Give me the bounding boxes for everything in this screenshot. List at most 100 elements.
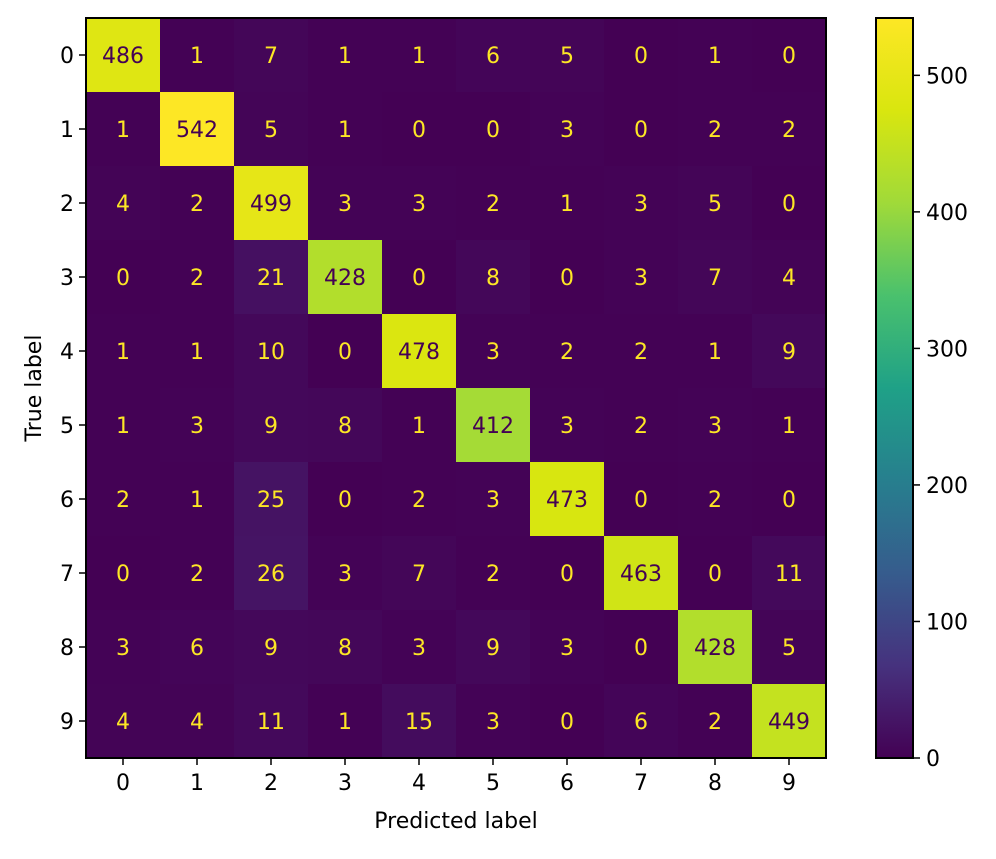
- heatmap-cell: [234, 462, 309, 537]
- y-axis-label: True label: [22, 335, 47, 443]
- cell-value-label: 6: [634, 710, 648, 735]
- heatmap-cell: [604, 166, 679, 241]
- heatmap-cell: [234, 18, 309, 93]
- heatmap-cell: [530, 240, 605, 315]
- x-tick-label: 0: [116, 771, 130, 796]
- heatmap-cell: [530, 462, 605, 537]
- heatmap-cell: [604, 388, 679, 463]
- heatmap-cell: [752, 314, 827, 389]
- heatmap-cell: [86, 240, 161, 315]
- heatmap-cell: [752, 684, 827, 759]
- cell-value-label: 5: [708, 192, 722, 217]
- heatmap-cell: [752, 610, 827, 685]
- cell-value-label: 0: [560, 710, 574, 735]
- heatmap-cell: [308, 92, 383, 167]
- cell-value-label: 2: [116, 488, 130, 513]
- cell-value-label: 15: [405, 710, 433, 735]
- heatmap-cell: [604, 314, 679, 389]
- x-tick-label: 8: [708, 771, 722, 796]
- cell-value-label: 542: [176, 118, 218, 143]
- heatmap-cell: [382, 462, 457, 537]
- cell-value-label: 4: [116, 710, 130, 735]
- cell-value-label: 1: [116, 414, 130, 439]
- cell-value-label: 1: [116, 118, 130, 143]
- y-tick-label: 1: [60, 118, 74, 143]
- heatmap-cell: [604, 462, 679, 537]
- heatmap-cell: [86, 684, 161, 759]
- cell-value-label: 11: [775, 562, 803, 587]
- colorbar-tick-label: 400: [926, 201, 968, 226]
- cell-value-label: 478: [398, 340, 440, 365]
- heatmap-cell: [382, 18, 457, 93]
- cell-value-label: 2: [486, 192, 500, 217]
- heatmap-cell: [160, 388, 235, 463]
- colorbar-tick-label: 300: [926, 337, 968, 362]
- x-tick-label: 5: [486, 771, 500, 796]
- cell-value-label: 1: [338, 118, 352, 143]
- y-axis-ticks: 0 1 2 3 4 5 6 7 8 9: [60, 44, 86, 735]
- colorbar-ticks: 0 100 200 300 400 500: [913, 64, 968, 772]
- y-tick-label: 0: [60, 44, 74, 69]
- heatmap-cell: [678, 610, 753, 685]
- heatmap-cell: [86, 388, 161, 463]
- heatmap-cell: [604, 684, 679, 759]
- heatmap-cell: [382, 610, 457, 685]
- heatmap-cell: [234, 388, 309, 463]
- cell-value-label: 2: [708, 118, 722, 143]
- heatmap-cell: [160, 684, 235, 759]
- cell-value-label: 2: [190, 266, 204, 291]
- cell-value-label: 4: [782, 266, 796, 291]
- heatmap-cell: [752, 18, 827, 93]
- cell-value-label: 26: [257, 562, 285, 587]
- heatmap-cell: [604, 92, 679, 167]
- heatmap-cell: [382, 166, 457, 241]
- cell-value-label: 3: [338, 562, 352, 587]
- heatmap-cell: [308, 166, 383, 241]
- heatmap-cell: [382, 92, 457, 167]
- heatmap-cell: [752, 240, 827, 315]
- cell-value-label: 499: [250, 192, 292, 217]
- cell-value-label: 5: [264, 118, 278, 143]
- cell-value-label: 0: [782, 488, 796, 513]
- heatmap-cell: [382, 240, 457, 315]
- cell-value-label: 1: [338, 710, 352, 735]
- cell-value-label: 3: [486, 710, 500, 735]
- heatmap-cell: [678, 314, 753, 389]
- cell-value-label: 3: [116, 636, 130, 661]
- x-axis-ticks: 0 1 2 3 4 5 6 7 8 9: [116, 758, 796, 796]
- colorbar-tick-label: 200: [926, 474, 968, 499]
- heatmap-cell: [160, 92, 235, 167]
- cell-value-label: 2: [412, 488, 426, 513]
- cell-value-label: 0: [412, 266, 426, 291]
- x-tick-label: 3: [338, 771, 352, 796]
- heatmap-cell: [86, 314, 161, 389]
- heatmap-cell: [752, 166, 827, 241]
- cell-value-label: 3: [634, 192, 648, 217]
- cell-value-label: 0: [560, 562, 574, 587]
- heatmap-cell: [678, 536, 753, 611]
- heatmap-cell: [530, 18, 605, 93]
- y-tick-label: 7: [60, 562, 74, 587]
- heatmap-cell: [604, 536, 679, 611]
- heatmap-cell: [86, 166, 161, 241]
- cell-value-label: 1: [708, 340, 722, 365]
- heatmap-cell: [456, 240, 531, 315]
- cell-value-label: 3: [190, 414, 204, 439]
- cell-value-label: 3: [560, 636, 574, 661]
- x-tick-label: 6: [560, 771, 574, 796]
- cell-value-label: 1: [338, 44, 352, 69]
- heatmap-cell: [308, 18, 383, 93]
- heatmap-cell: [160, 536, 235, 611]
- cell-value-label: 1: [116, 340, 130, 365]
- heatmap-cell: [308, 314, 383, 389]
- cell-value-label: 3: [486, 340, 500, 365]
- heatmap-cell: [86, 92, 161, 167]
- cell-value-label: 0: [782, 192, 796, 217]
- heatmap-cell: [234, 240, 309, 315]
- y-tick-label: 2: [60, 192, 74, 217]
- cell-value-label: 1: [560, 192, 574, 217]
- cell-value-label: 25: [257, 488, 285, 513]
- cell-value-label: 0: [116, 562, 130, 587]
